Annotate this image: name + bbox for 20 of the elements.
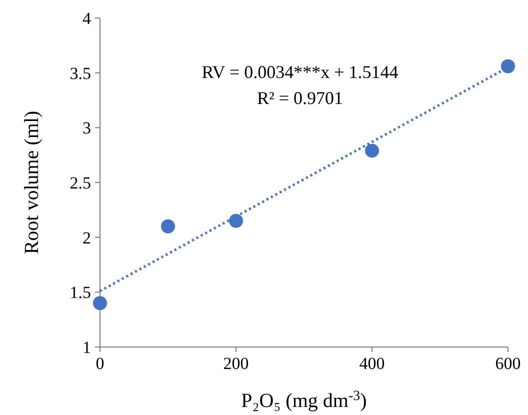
x-tick-label: 600 bbox=[495, 354, 521, 373]
x-tick-label: 200 bbox=[223, 354, 249, 373]
y-tick-label: 1 bbox=[82, 338, 91, 357]
point bbox=[161, 219, 175, 234]
point bbox=[229, 214, 243, 228]
x-tick-label: 400 bbox=[359, 354, 385, 373]
y-tick-label: 3.5 bbox=[70, 64, 91, 83]
annotation: RV = 0.0034***x + 1.5144 bbox=[202, 62, 398, 82]
point bbox=[365, 144, 379, 158]
point bbox=[93, 296, 107, 310]
y-tick-label: 2 bbox=[82, 228, 91, 248]
x-axis-title: P₂O₅ (mg dm$^{-3}$) bbox=[241, 388, 367, 412]
y-tick-label: 4 bbox=[82, 8, 92, 28]
y-axis-title: Root volume (ml) bbox=[21, 110, 43, 254]
point bbox=[501, 59, 515, 74]
y-tick-label: 2.5 bbox=[70, 173, 91, 192]
annotation: R² = 0.9701 bbox=[256, 88, 344, 108]
y-tick-label: 1.5 bbox=[70, 283, 91, 302]
y-tick-label: 3 bbox=[82, 118, 91, 138]
x-tick-label: 0 bbox=[96, 354, 104, 373]
